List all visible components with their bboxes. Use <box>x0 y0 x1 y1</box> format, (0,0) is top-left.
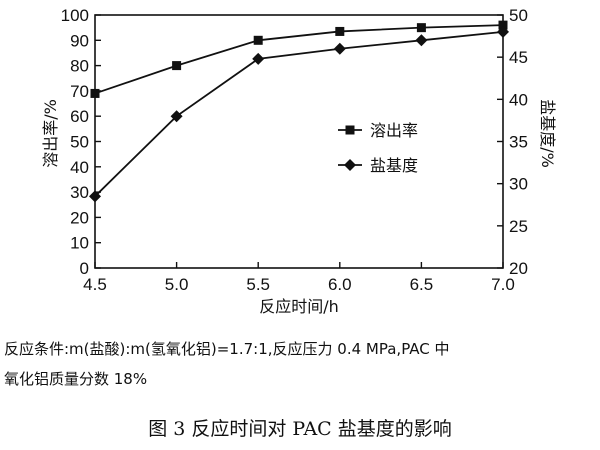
left-y-tick-label: 50 <box>70 133 89 152</box>
figure-title: 图 3 反应时间对 PAC 盐基度的影响 <box>148 418 452 440</box>
left-y-tick-label: 30 <box>70 183 89 202</box>
x-tick-label: 7.0 <box>491 275 515 294</box>
right-y-tick-label: 40 <box>509 90 528 109</box>
data-point-basicity <box>89 190 101 203</box>
left-y-tick-label: 100 <box>61 6 89 25</box>
left-y-tick-label: 90 <box>70 31 89 50</box>
series-basicity <box>89 25 509 203</box>
legend-marker-dissolution-rate <box>345 125 355 135</box>
x-tick-label: 5.0 <box>165 275 189 294</box>
right-y-axis-label: 盐基度/% <box>538 99 557 168</box>
data-point-dissolution-rate <box>498 20 508 30</box>
right-y-tick-label: 45 <box>509 48 528 67</box>
legend-label-basicity: 盐基度 <box>370 156 418 175</box>
right-y-tick-label: 30 <box>509 175 528 194</box>
x-axis-label: 反应时间/h <box>259 297 339 316</box>
chart: 0 10 20 30 40 50 60 70 80 90 100 20 25 30 35 40 45 50 4.5 5… <box>41 6 557 316</box>
x-tick-label: 4.5 <box>83 275 107 294</box>
legend-marker-basicity <box>344 159 356 171</box>
series-dissolution-rate <box>90 20 508 98</box>
x-tick-label: 6.0 <box>328 275 352 294</box>
reaction-conditions-note-2: 氧化铝质量分数 18% <box>4 370 148 388</box>
left-y-tick-label: 40 <box>70 158 89 177</box>
x-tick-label: 6.5 <box>410 275 434 294</box>
left-y-axis-label: 溶出率/% <box>41 99 60 168</box>
data-point-dissolution-rate <box>253 35 263 45</box>
data-point-basicity <box>252 52 265 65</box>
ticks: 0 10 20 30 40 50 60 70 80 90 100 20 25 30 35 40 45 50 4.5 5… <box>61 6 528 294</box>
data-point-basicity <box>170 110 183 123</box>
series-layer <box>89 20 509 203</box>
right-y-tick-label: 25 <box>509 217 528 236</box>
data-point-dissolution-rate <box>90 88 100 98</box>
data-point-dissolution-rate <box>172 61 182 71</box>
data-point-basicity <box>497 25 509 38</box>
legend-item-dissolution-rate: 溶出率 <box>338 121 418 140</box>
series-line-basicity <box>94 30 504 197</box>
x-tick-label: 5.5 <box>246 275 270 294</box>
legend-item-basicity: 盐基度 <box>338 156 418 175</box>
reaction-conditions-note: 反应条件:m(盐酸):m(氢氧化铝)=1.7:1,反应压力 0.4 MPa,PA… <box>4 340 450 358</box>
data-point-dissolution-rate <box>335 26 345 36</box>
right-y-tick-label: 35 <box>509 133 528 152</box>
left-y-tick-label: 0 <box>80 259 89 278</box>
data-point-basicity <box>333 42 346 55</box>
left-y-tick-label: 10 <box>70 234 89 253</box>
right-y-tick-label: 20 <box>509 259 528 278</box>
left-y-tick-label: 20 <box>70 208 89 227</box>
left-y-tick-label: 60 <box>70 107 89 126</box>
left-y-tick-label: 70 <box>70 82 89 101</box>
left-y-tick-label: 80 <box>70 57 89 76</box>
right-y-tick-label: 50 <box>509 6 528 25</box>
series-line-dissolution-rate <box>94 24 504 95</box>
data-point-basicity <box>415 34 428 47</box>
legend-label-dissolution-rate: 溶出率 <box>370 121 418 140</box>
data-point-dissolution-rate <box>416 23 426 33</box>
